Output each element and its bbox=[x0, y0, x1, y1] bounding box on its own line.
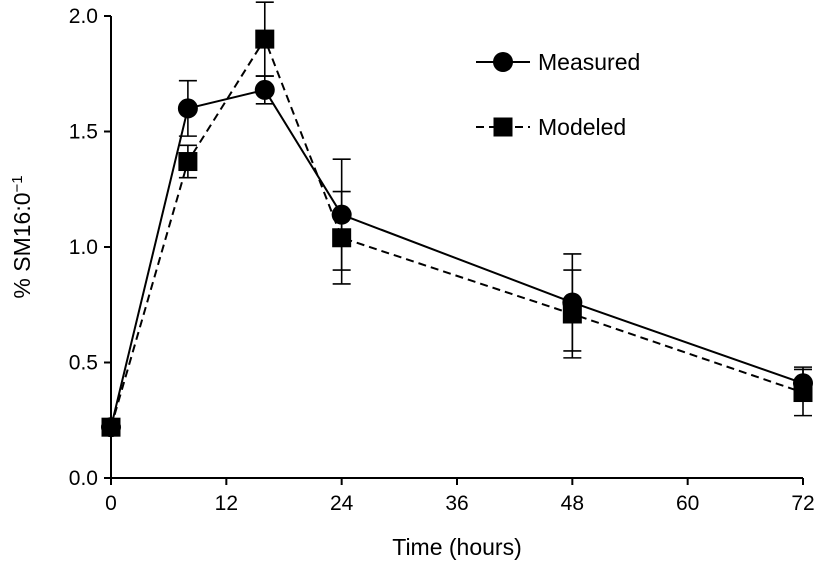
modeled-point bbox=[332, 228, 352, 248]
measured-point bbox=[254, 79, 275, 100]
x-tick-label: 48 bbox=[561, 492, 584, 515]
x-tick-label: 24 bbox=[330, 492, 354, 515]
x-tick-label: 12 bbox=[215, 492, 238, 515]
measured-series-line bbox=[110, 88, 804, 428]
series-markers bbox=[101, 29, 813, 438]
legend-measured-label: Measured bbox=[538, 49, 640, 75]
modeled-point bbox=[178, 152, 198, 172]
modeled-point bbox=[101, 417, 121, 437]
y-tick-label: 0.0 bbox=[69, 467, 98, 490]
y-tick-label: 1.5 bbox=[69, 121, 98, 144]
measured-point bbox=[177, 98, 198, 119]
x-tick-label: 72 bbox=[791, 492, 814, 515]
axes: 0.0 0.5 1.0 1.5 2.0 0 12 24 36 48 60 72 Time (hours)… bbox=[9, 5, 815, 560]
y-tick-label: 1.0 bbox=[69, 236, 98, 259]
y-axis-title-superscript: −1 bbox=[9, 175, 26, 192]
series-lines bbox=[110, 36, 804, 428]
y-tick-label: 2.0 bbox=[69, 5, 98, 28]
legend: Measured Modeled bbox=[476, 49, 640, 140]
modeled-point bbox=[562, 304, 582, 324]
legend-modeled-marker bbox=[493, 117, 513, 137]
modeled-series-line bbox=[110, 36, 804, 428]
x-axis-title: Time (hours) bbox=[392, 534, 522, 560]
modeled-point bbox=[793, 383, 813, 403]
modeled-point bbox=[255, 29, 275, 49]
legend-measured-marker bbox=[493, 52, 513, 72]
x-tick-label: 0 bbox=[105, 492, 117, 515]
legend-modeled-label: Modeled bbox=[538, 114, 626, 140]
x-tick-label: 60 bbox=[676, 492, 699, 515]
y-tick-label: 0.5 bbox=[69, 352, 98, 375]
x-tick-label: 36 bbox=[445, 492, 468, 515]
y-axis-title: % SM16:0−1 bbox=[9, 175, 35, 298]
measured-point bbox=[331, 204, 352, 225]
